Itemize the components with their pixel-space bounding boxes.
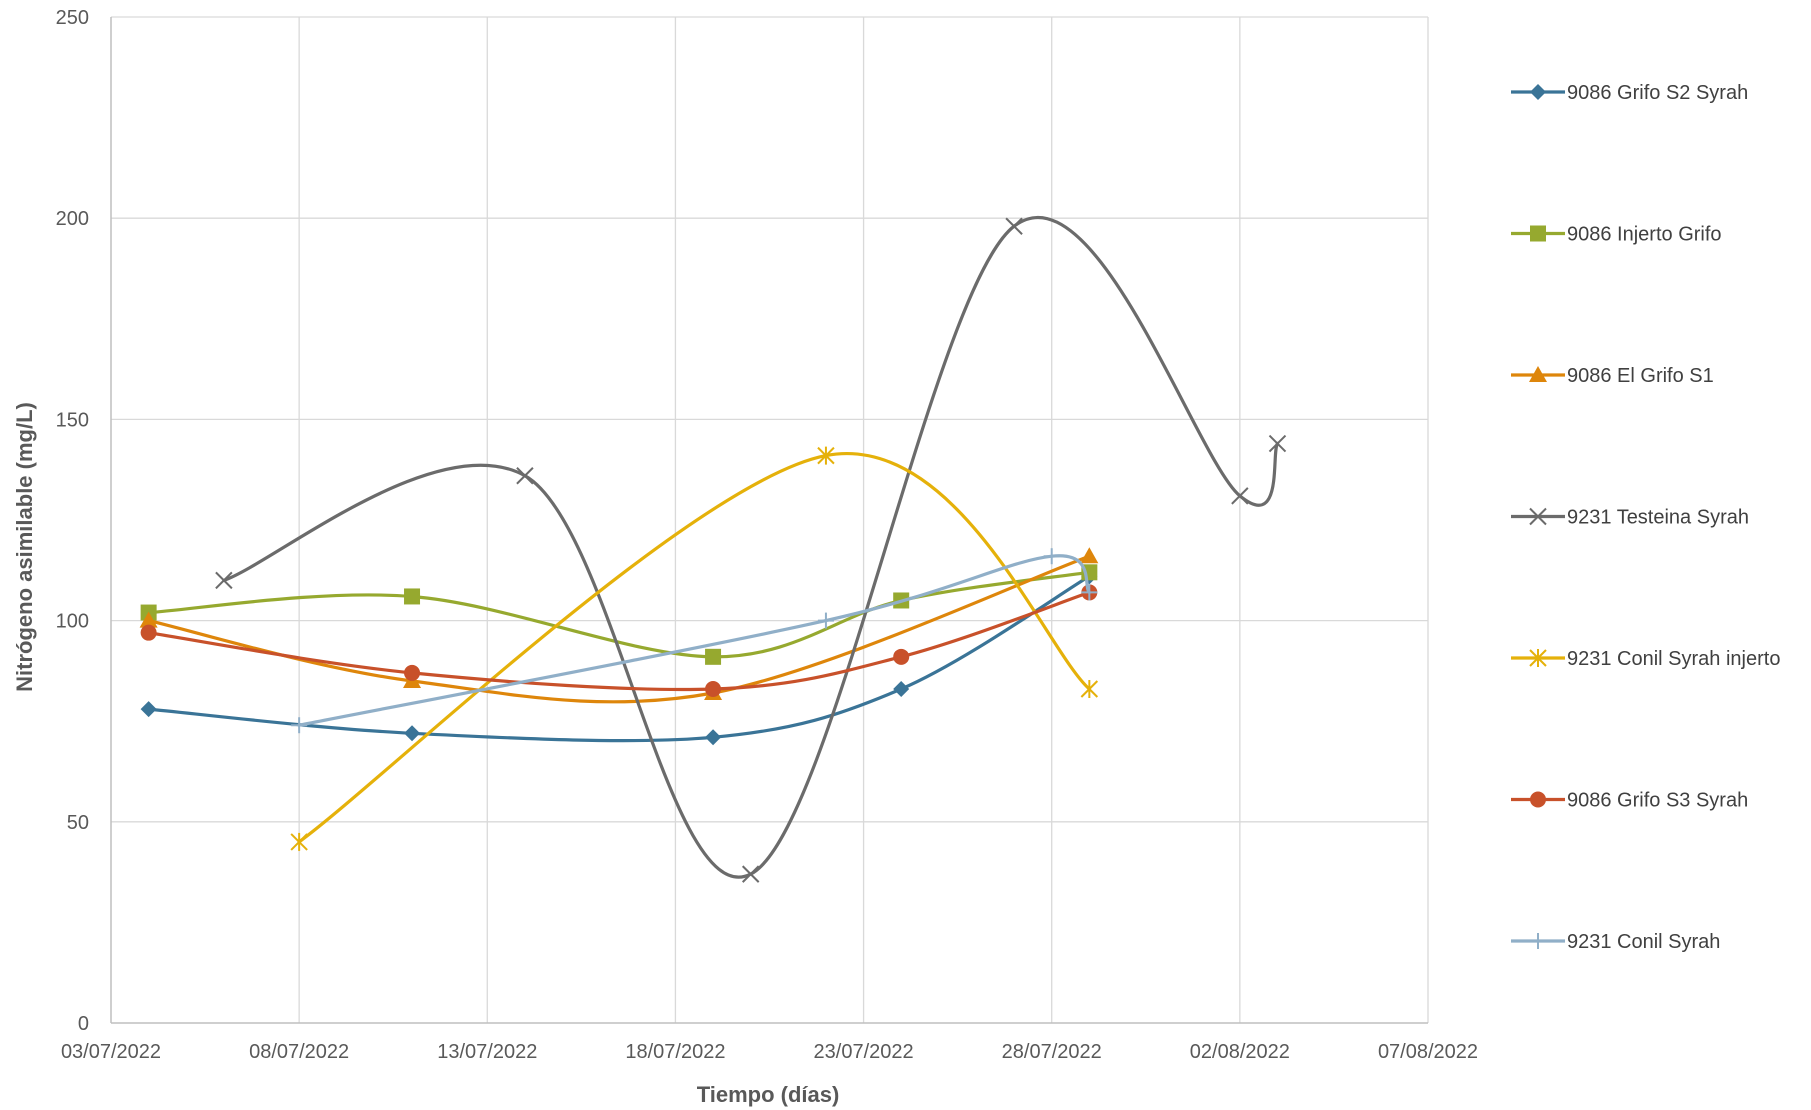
data-point (404, 588, 421, 605)
series-line (147, 590, 1091, 692)
data-point (705, 648, 722, 665)
y-tick-label: 100 (56, 611, 89, 633)
x-tick-label: 08/07/2022 (249, 1041, 349, 1063)
data-point (705, 681, 722, 698)
legend-entry: 9086 El Grifo S1 (1511, 365, 1714, 387)
series-line (147, 574, 1091, 743)
series-line (222, 215, 1280, 879)
axes (110, 17, 1428, 1024)
y-tick-label: 50 (67, 812, 89, 834)
data-point (1081, 584, 1098, 601)
legend-swatch-marker (1529, 366, 1547, 382)
data-point (893, 648, 910, 665)
legend-label: 9086 El Grifo S1 (1567, 365, 1714, 387)
data-point (893, 681, 910, 698)
data-point (140, 624, 157, 641)
data-point (1080, 547, 1099, 564)
legend-label: 9086 Grifo S3 Syrah (1567, 790, 1748, 812)
data-point (741, 865, 760, 883)
x-tick-label: 07/08/2022 (1378, 1041, 1478, 1063)
legend-entry: 9086 Grifo S2 Syrah (1511, 82, 1748, 104)
y-tick-label: 150 (56, 409, 89, 431)
data-point (290, 832, 308, 851)
data-point (140, 701, 157, 718)
series-5 (290, 446, 1099, 851)
legend-swatch-marker (1530, 791, 1546, 808)
legend-entry: 9086 Injerto Grifo (1511, 224, 1722, 246)
x-tick-label: 02/08/2022 (1190, 1041, 1290, 1063)
y-tick-label: 250 (56, 7, 89, 29)
x-tick-label: 13/07/2022 (437, 1041, 537, 1063)
grid (111, 16, 1429, 1023)
x-axis-label: Tiempo (días) (697, 1082, 840, 1107)
legend-entry: 9231 Conil Syrah injerto (1511, 648, 1780, 670)
x-tick-label: 03/07/2022 (61, 1041, 161, 1063)
legend-swatch-marker (1529, 649, 1547, 667)
legend-swatch-marker (1530, 225, 1546, 242)
data-point (291, 717, 308, 734)
y-tick-label: 0 (78, 1013, 89, 1035)
x-tick-label: 28/07/2022 (1002, 1041, 1102, 1063)
legend-label: 9086 Injerto Grifo (1567, 224, 1722, 246)
y-axis-label: Nitrógeno asimilable (mg/L) (12, 402, 37, 692)
legend-label: 9231 Conil Syrah (1567, 931, 1720, 953)
legend-label: 9231 Conil Syrah injerto (1567, 648, 1780, 670)
data-point (817, 612, 834, 629)
x-tick-label: 18/07/2022 (625, 1041, 725, 1063)
series-line (147, 570, 1091, 659)
data-point (139, 611, 158, 628)
y-tick-label: 200 (56, 208, 89, 230)
legend-entry: 9231 Conil Syrah (1511, 931, 1720, 953)
data-point (1268, 434, 1287, 453)
data-point (705, 729, 722, 746)
series-line (297, 554, 1091, 727)
legend-swatch-marker (1530, 933, 1546, 949)
series-4 (215, 215, 1287, 883)
data-point (404, 664, 421, 681)
series-7 (291, 548, 1098, 734)
x-tick-label: 23/07/2022 (814, 1041, 914, 1063)
data-point (1080, 680, 1099, 699)
legend-swatch-marker (1529, 507, 1547, 526)
legend-entry: 9086 Grifo S3 Syrah (1511, 790, 1748, 812)
data-point (1231, 487, 1249, 505)
data-point (1043, 548, 1060, 565)
data-point (215, 571, 233, 590)
legend-label: 9231 Testeina Syrah (1567, 507, 1749, 529)
legend-swatch-marker (1530, 84, 1546, 100)
series-line (297, 451, 1091, 844)
legend: 9086 Grifo S2 Syrah 9086 Injerto Grifo 908… (1511, 82, 1780, 953)
data-point (404, 725, 421, 742)
legend-entry: 9231 Testeina Syrah (1511, 507, 1749, 529)
series-lines (139, 215, 1287, 883)
data-point (817, 446, 835, 465)
data-point (516, 467, 534, 485)
legend-label: 9086 Grifo S2 Syrah (1567, 82, 1748, 104)
tick-labels: 0 50 100 150 200 250 03/07/2022 08/07/2022 13/07… (56, 7, 1478, 1063)
data-point (1005, 217, 1023, 235)
